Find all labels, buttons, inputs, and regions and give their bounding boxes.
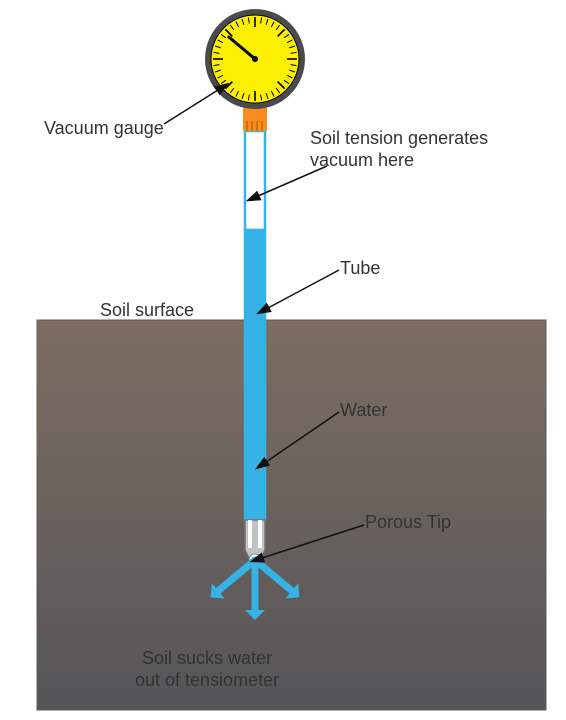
label-water: Water: [340, 400, 387, 422]
label-sucks: Soil sucks waterout of tensiometer: [135, 648, 279, 691]
soil-block: [37, 320, 546, 710]
callout-arrow: [164, 90, 218, 124]
vacuum-gauge: [205, 9, 305, 109]
label-vacuum-gauge: Vacuum gauge: [44, 118, 164, 140]
tube-air-section: [245, 131, 265, 230]
label-soil-surface: Soil surface: [100, 300, 194, 322]
label-soil-tension: Soil tension generatesvacuum here: [310, 128, 488, 171]
label-porous-tip: Porous Tip: [365, 512, 451, 534]
callout-arrow: [268, 270, 339, 308]
tube-water-section: [245, 230, 265, 520]
label-tube: Tube: [340, 258, 380, 280]
